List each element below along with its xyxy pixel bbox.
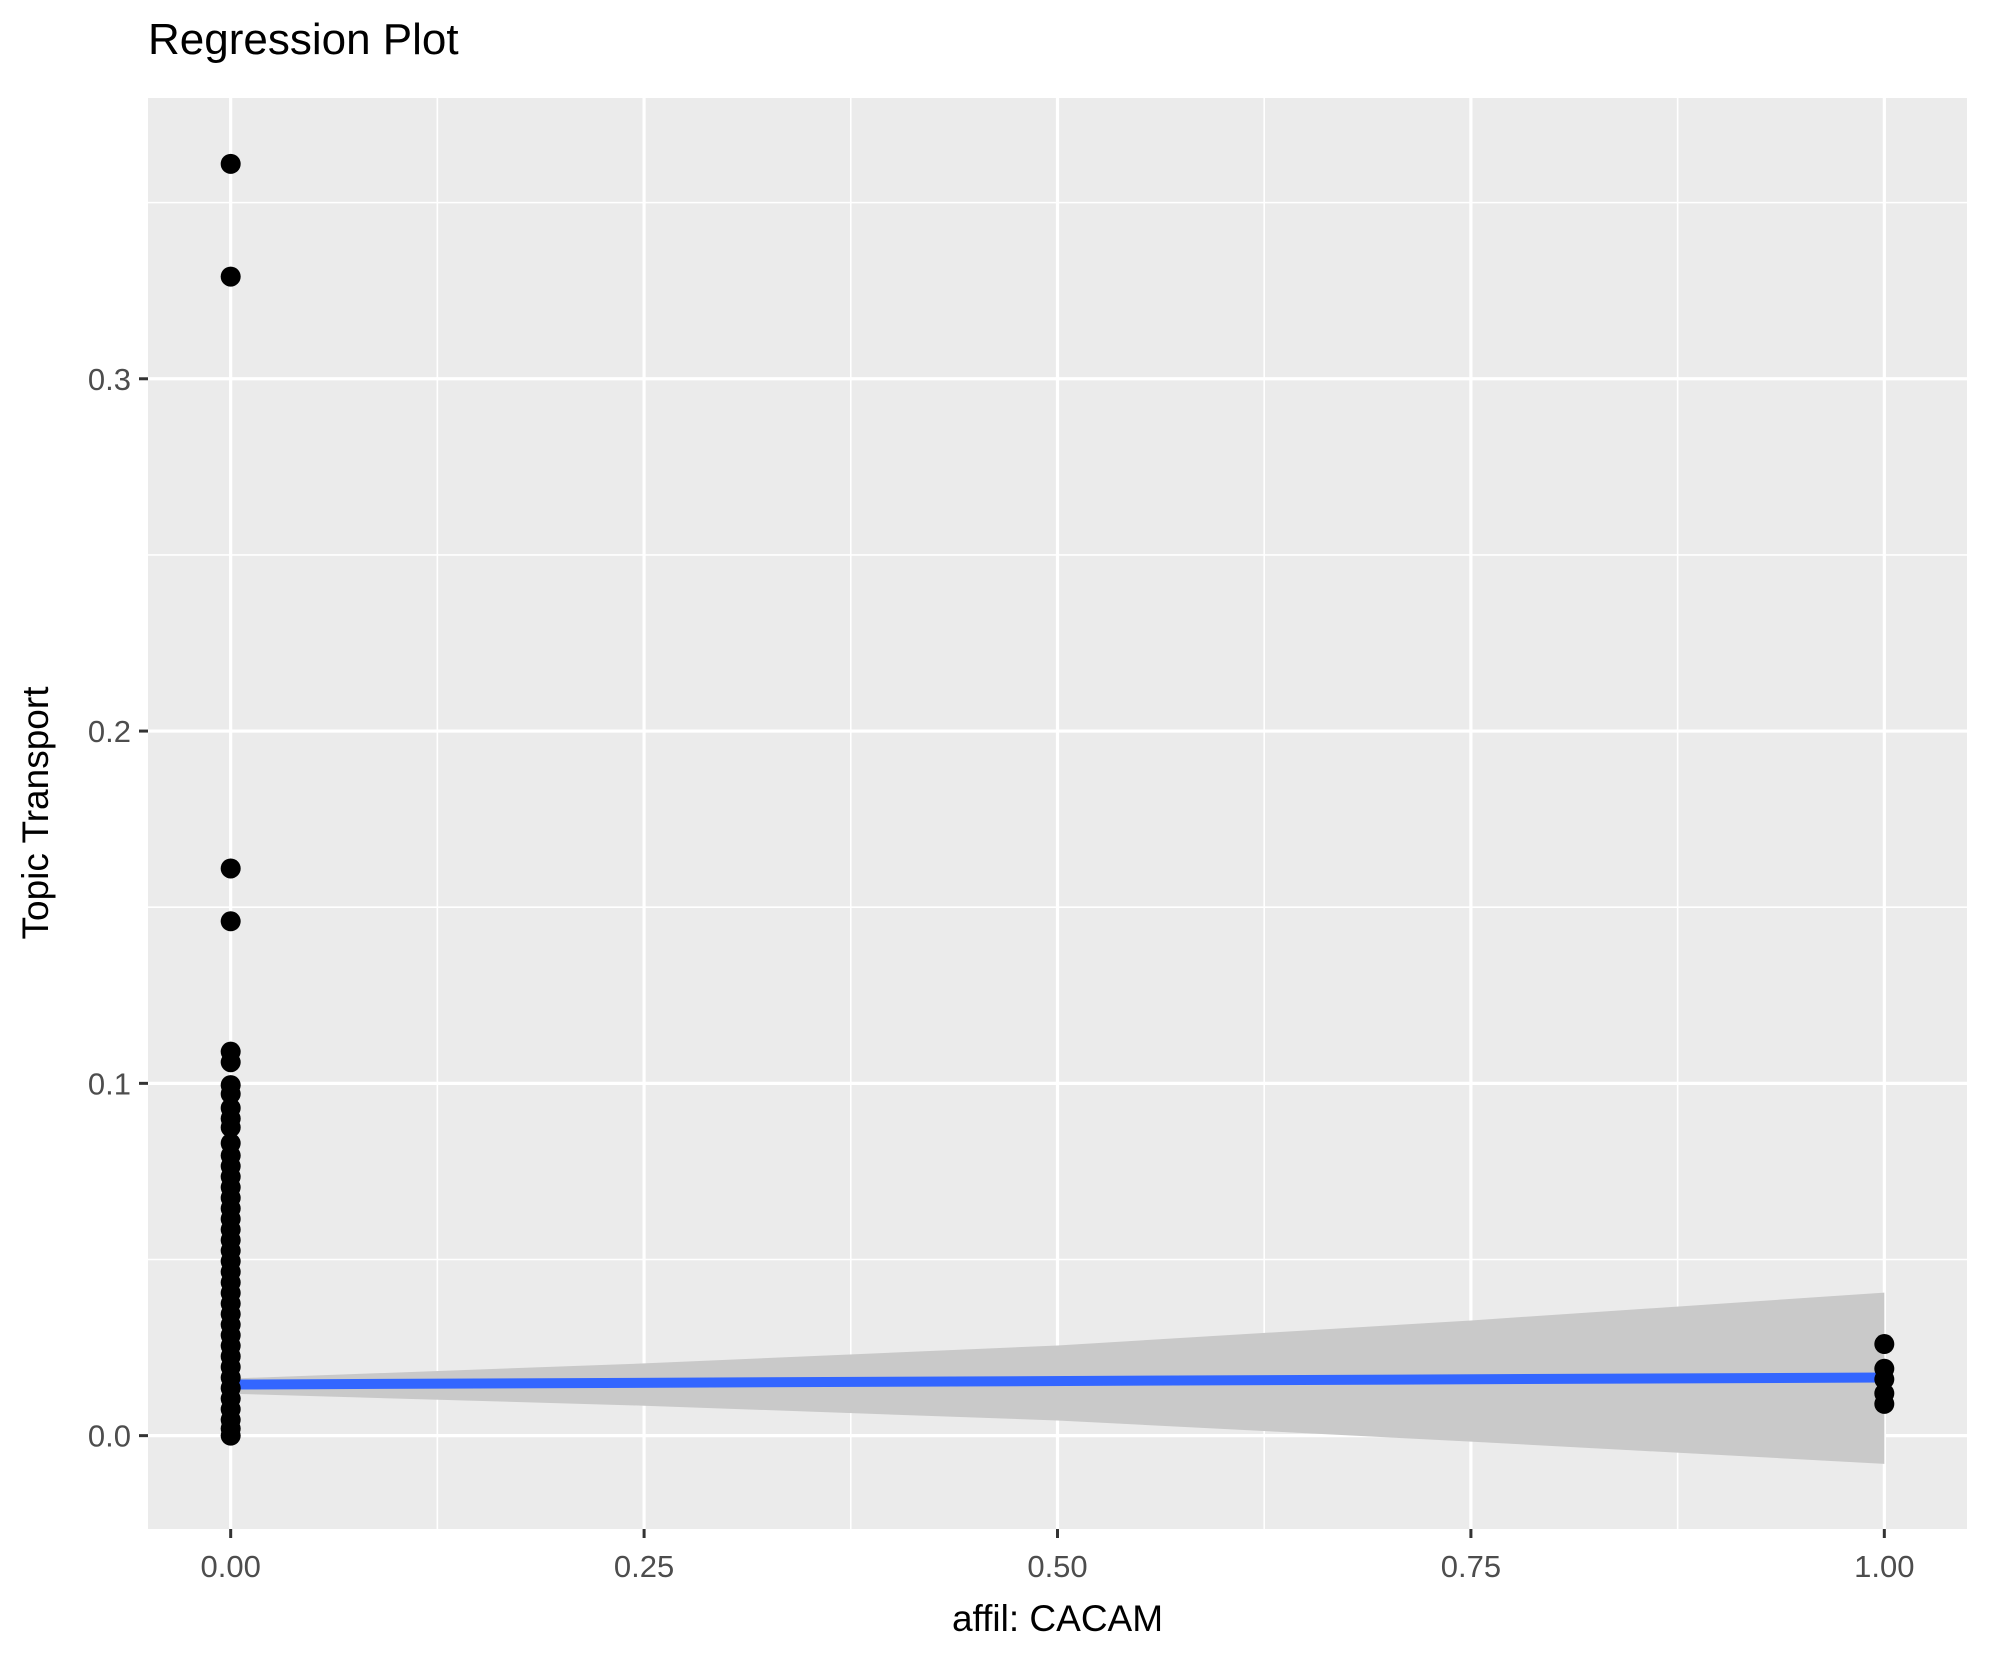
data-point — [220, 911, 241, 932]
regression-line — [230, 1372, 1885, 1390]
x-axis-title: affil: CACAM — [951, 1598, 1164, 1639]
y-tick-label: 0.3 — [88, 362, 131, 397]
data-point — [1874, 1393, 1895, 1414]
x-tick-label: 0.25 — [614, 1549, 674, 1584]
data-point — [220, 153, 241, 174]
data-point — [220, 1117, 241, 1138]
data-point — [1874, 1369, 1895, 1390]
data-point — [220, 858, 241, 879]
x-tick-label: 0.00 — [201, 1549, 261, 1584]
y-tick-label: 0.0 — [88, 1419, 131, 1454]
x-tick-label: 0.50 — [1027, 1549, 1087, 1584]
x-tick-label: 1.00 — [1854, 1549, 1914, 1584]
y-tick-label: 0.1 — [88, 1066, 131, 1101]
x-tick-label: 0.75 — [1441, 1549, 1501, 1584]
chart-title: Regression Plot — [148, 15, 459, 64]
y-axis-title: Topic Transport — [15, 686, 56, 940]
data-point — [220, 1052, 241, 1073]
data-point — [220, 1425, 241, 1446]
y-tick-label: 0.2 — [88, 714, 131, 749]
data-point — [220, 266, 241, 287]
data-point — [1874, 1334, 1895, 1355]
data-point — [220, 1083, 241, 1104]
